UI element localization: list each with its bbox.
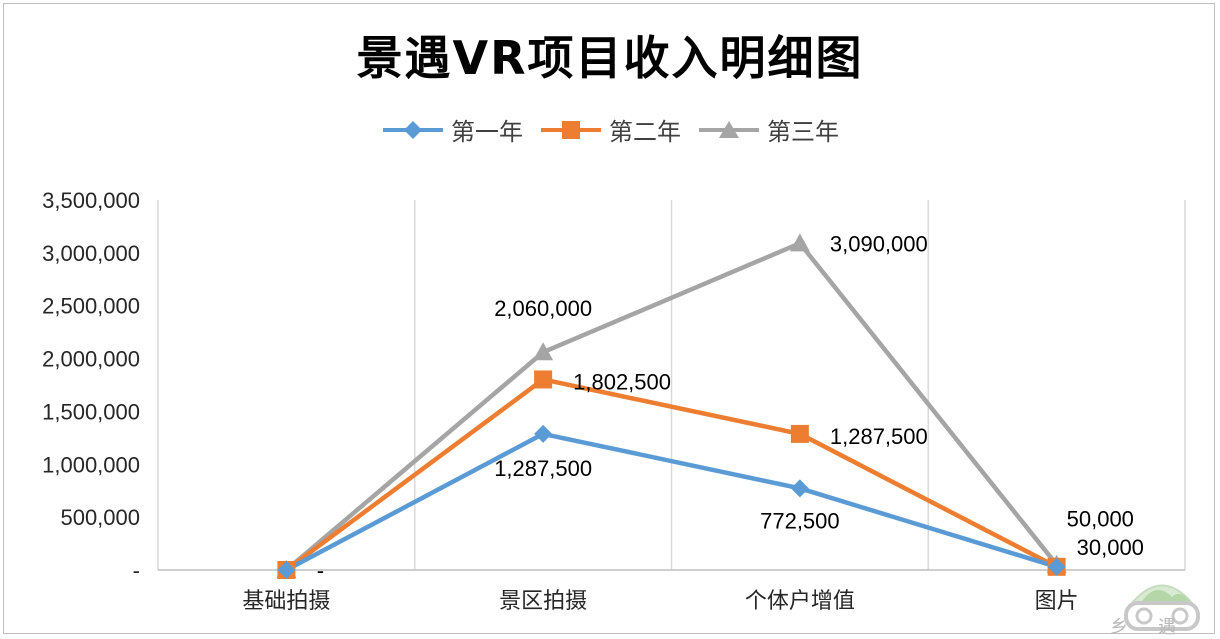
legend-label-series-1: 第一年 — [451, 118, 523, 146]
data-label: 1,287,500 — [830, 424, 928, 449]
legend-marker-diamond-icon — [383, 120, 443, 139]
vr-headset-logo-icon — [1124, 584, 1200, 631]
data-label: 30,000 — [1077, 535, 1144, 560]
series-line-3 — [284, 241, 1059, 572]
data-point-diamond — [790, 479, 809, 498]
legend-marker-triangle-icon — [699, 120, 759, 138]
y-tick-label: 1,000,000 — [42, 452, 140, 477]
x-tick-label: 基础拍摄 — [242, 589, 330, 614]
data-point-diamond — [1047, 557, 1066, 576]
data-label: 3,090,000 — [830, 231, 928, 256]
legend-label-series-3: 第三年 — [767, 118, 839, 146]
data-point-diamond — [534, 424, 553, 443]
y-tick-label: 3,500,000 — [42, 188, 140, 213]
chart-legend: 第一年 第二年 第三年 — [0, 112, 1220, 147]
legend-item-series-3: 第三年 — [697, 112, 839, 147]
data-label: 2,060,000 — [494, 296, 592, 321]
data-label: 50,000 — [1067, 507, 1134, 532]
legend-item-series-2: 第二年 — [539, 112, 681, 147]
data-label: 1,802,500 — [573, 369, 671, 394]
y-tick-label: 1,500,000 — [42, 399, 140, 424]
x-tick-label: 景区拍摄 — [499, 589, 587, 614]
legend-item-series-1: 第一年 — [381, 112, 523, 147]
y-tick-label: 2,500,000 — [42, 294, 140, 319]
y-tick-label: - — [133, 558, 140, 583]
data-point-triangle — [533, 342, 554, 361]
y-tick-label: 3,000,000 — [42, 241, 140, 266]
legend-marker-square-icon — [541, 120, 601, 139]
data-point-square — [534, 370, 553, 389]
x-tick-label: 个体户增值 — [745, 589, 855, 614]
data-label: 772,500 — [760, 508, 840, 533]
watermark-text: 乡遇 — [1110, 617, 1206, 638]
data-label: - — [317, 558, 324, 583]
series-line-1 — [285, 431, 1058, 572]
chart-frame — [3, 3, 1215, 634]
chart-title: 景遇VR项目收入明细图 — [356, 31, 864, 85]
data-point-diamond — [277, 561, 296, 579]
series-line-2 — [285, 377, 1058, 572]
legend-label-series-2: 第二年 — [609, 118, 681, 146]
y-tick-label: 500,000 — [60, 505, 140, 530]
data-point-triangle — [789, 233, 810, 252]
data-label: 1,287,500 — [494, 456, 592, 481]
data-point-square — [790, 424, 809, 443]
x-tick-label: 图片 — [1035, 589, 1079, 614]
y-tick-label: 2,000,000 — [42, 347, 140, 372]
